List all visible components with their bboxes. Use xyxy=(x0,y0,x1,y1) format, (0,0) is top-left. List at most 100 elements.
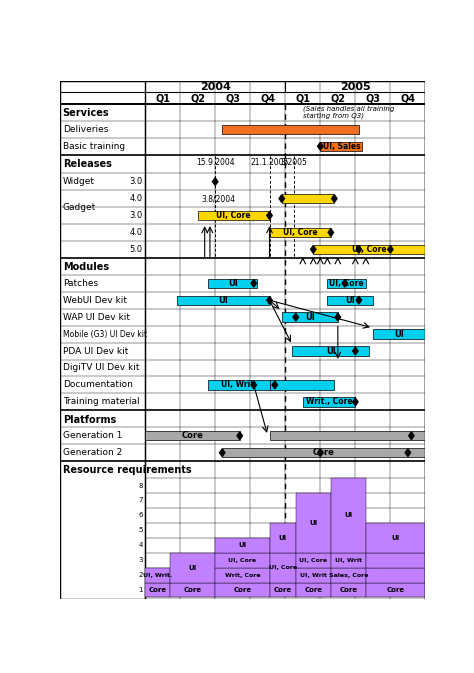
Text: UI: UI xyxy=(394,330,404,339)
Text: Resource requirements: Resource requirements xyxy=(63,466,191,475)
Text: UI: UI xyxy=(218,295,228,305)
Text: UI, Core: UI, Core xyxy=(299,558,328,563)
Text: Services: Services xyxy=(63,108,109,118)
Polygon shape xyxy=(405,449,410,456)
Text: UI, Core: UI, Core xyxy=(329,279,364,288)
Text: UI, Sales: UI, Sales xyxy=(322,142,360,151)
Bar xyxy=(282,312,338,322)
Bar xyxy=(296,493,331,553)
Text: (Sales handles all training
starting from Q3): (Sales handles all training starting fro… xyxy=(303,105,394,119)
Text: Core: Core xyxy=(182,431,203,440)
Bar xyxy=(366,583,425,598)
Text: UI: UI xyxy=(188,565,197,571)
Polygon shape xyxy=(318,449,323,456)
Text: WebUI Dev kit: WebUI Dev kit xyxy=(63,295,127,305)
Text: UI: UI xyxy=(238,542,246,548)
Bar xyxy=(198,211,270,220)
Text: UI, Writ: UI, Writ xyxy=(335,558,362,563)
Text: Core: Core xyxy=(387,587,405,593)
Text: Q3: Q3 xyxy=(225,93,240,103)
Bar xyxy=(331,567,366,583)
Text: Q2: Q2 xyxy=(190,93,205,103)
Text: 8: 8 xyxy=(138,483,143,489)
Text: Basic training: Basic training xyxy=(63,142,125,151)
Bar xyxy=(270,553,296,583)
Text: 4.0: 4.0 xyxy=(130,194,143,203)
Text: WAP UI Dev kit: WAP UI Dev kit xyxy=(63,313,130,322)
Bar xyxy=(270,431,425,440)
Text: Q1: Q1 xyxy=(295,93,310,103)
Text: Core: Core xyxy=(273,587,292,593)
Text: UI: UI xyxy=(345,295,355,305)
Text: Core: Core xyxy=(183,587,201,593)
Bar xyxy=(215,553,270,567)
Text: 4.0: 4.0 xyxy=(130,228,143,237)
Text: 3.0: 3.0 xyxy=(129,211,143,220)
Bar xyxy=(331,478,366,553)
Text: UI, Writ.: UI, Writ. xyxy=(221,380,257,390)
Polygon shape xyxy=(310,246,316,253)
Text: 2004: 2004 xyxy=(200,81,231,92)
Bar xyxy=(328,295,373,305)
Bar xyxy=(215,538,270,553)
Text: Core: Core xyxy=(313,448,335,457)
Polygon shape xyxy=(293,314,299,321)
Text: UI: UI xyxy=(228,279,237,288)
Bar xyxy=(208,279,257,288)
Text: 5.0: 5.0 xyxy=(130,245,143,254)
Bar xyxy=(296,553,331,567)
Polygon shape xyxy=(237,432,242,439)
Text: UI, Core: UI, Core xyxy=(228,558,256,563)
Text: Generation 2: Generation 2 xyxy=(63,448,122,457)
Polygon shape xyxy=(272,381,277,389)
Text: PDA UI Dev kit: PDA UI Dev kit xyxy=(63,347,128,355)
Text: DigiTV UI Dev kit: DigiTV UI Dev kit xyxy=(63,363,139,372)
Text: 1: 1 xyxy=(138,587,143,593)
Polygon shape xyxy=(318,143,323,150)
Polygon shape xyxy=(353,398,358,406)
Text: 5: 5 xyxy=(138,528,143,533)
Polygon shape xyxy=(219,449,225,456)
Text: Core: Core xyxy=(148,587,166,593)
Text: 15.9.2004: 15.9.2004 xyxy=(196,157,235,167)
Text: Q4: Q4 xyxy=(260,93,275,103)
Bar xyxy=(282,194,334,203)
Bar xyxy=(177,295,270,305)
Polygon shape xyxy=(267,212,272,219)
Bar xyxy=(303,397,356,406)
Text: UI: UI xyxy=(309,520,318,526)
Text: UI, Core: UI, Core xyxy=(352,245,387,254)
Text: Core: Core xyxy=(339,587,357,593)
Polygon shape xyxy=(212,178,218,186)
Bar xyxy=(170,553,215,583)
Polygon shape xyxy=(356,246,362,253)
Text: 4: 4 xyxy=(138,542,143,548)
Polygon shape xyxy=(353,347,358,355)
Text: UI, Core: UI, Core xyxy=(283,228,318,237)
Bar xyxy=(270,380,334,390)
Polygon shape xyxy=(267,296,272,304)
Polygon shape xyxy=(251,279,256,287)
Text: 2005: 2005 xyxy=(340,81,371,92)
Bar xyxy=(145,431,240,440)
Bar xyxy=(296,567,331,583)
Polygon shape xyxy=(409,432,414,439)
Bar xyxy=(328,279,366,288)
Text: Generation 1: Generation 1 xyxy=(63,431,122,440)
Text: UI: UI xyxy=(305,313,315,322)
Bar xyxy=(331,583,366,598)
Bar xyxy=(366,567,425,583)
Polygon shape xyxy=(328,229,334,236)
Text: UI: UI xyxy=(279,535,287,540)
Bar xyxy=(313,245,425,254)
Polygon shape xyxy=(388,246,393,253)
Polygon shape xyxy=(279,194,284,203)
Bar xyxy=(145,567,170,583)
Bar xyxy=(373,329,425,339)
Polygon shape xyxy=(342,279,347,287)
Text: 3/2005: 3/2005 xyxy=(281,157,308,167)
Text: 21.1.2005: 21.1.2005 xyxy=(250,157,289,167)
Bar xyxy=(292,347,369,356)
Text: UI, Core: UI, Core xyxy=(269,565,297,570)
Text: 3: 3 xyxy=(138,557,143,563)
